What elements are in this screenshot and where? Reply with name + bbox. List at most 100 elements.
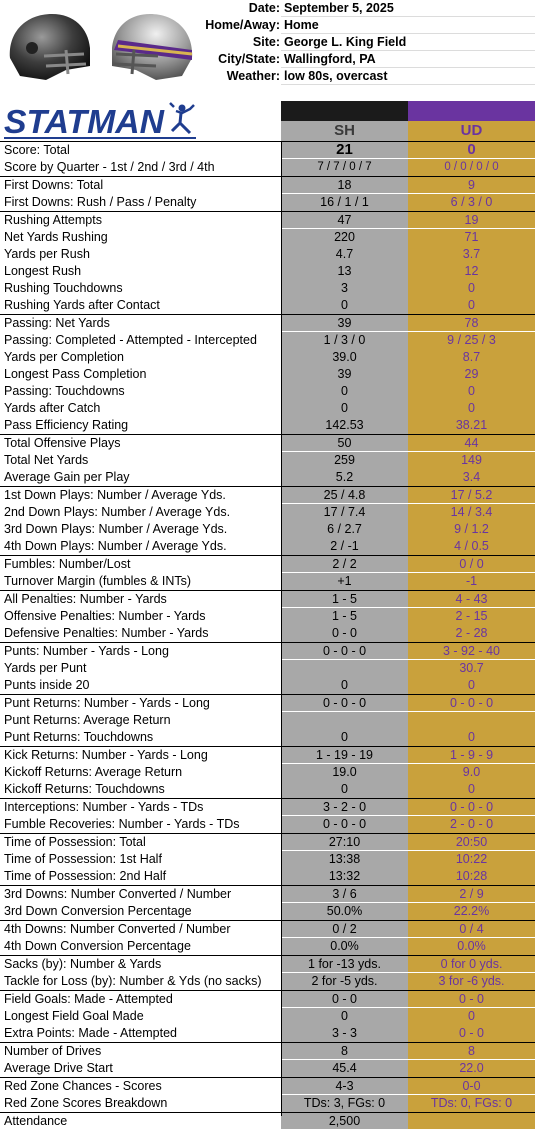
stat-value-sh: 5.2 <box>281 469 408 486</box>
stat-label: Kick Returns: Number - Yards - Long <box>4 748 208 762</box>
stat-value-sh: 259 <box>281 452 408 469</box>
stat-value-sh: 0 - 0 - 0 <box>281 816 408 833</box>
stat-value-ud: 3 - 92 - 40 <box>408 643 535 659</box>
info-value: Home <box>284 18 319 32</box>
stat-row: Average Drive Start 45.4 22.0 <box>0 1060 535 1077</box>
stat-label: Punt Returns: Number - Yards - Long <box>4 696 210 710</box>
stat-row: 4th Down Conversion Percentage 0.0% 0.0% <box>0 938 535 955</box>
stat-value-sh: 0 <box>281 729 408 746</box>
stat-row: Time of Possession: 1st Half 13:38 10:22 <box>0 851 535 868</box>
team-label-sh: SH <box>281 121 408 141</box>
stat-row: 3rd Downs: Number Converted / Number 3 / … <box>0 885 535 903</box>
stat-value-sh: 7 / 7 / 0 / 7 <box>281 159 408 176</box>
stat-row: Turnover Margin (fumbles & INTs) +1 -1 <box>0 573 535 590</box>
stat-label: Punt Returns: Average Return <box>4 713 171 727</box>
info-underline <box>281 67 535 68</box>
stat-row: Longest Pass Completion 39 29 <box>0 366 535 383</box>
stat-value-sh: 0 <box>281 781 408 798</box>
stat-value-ud: 0 - 0 - 0 <box>408 695 535 711</box>
stat-row: Defensive Penalties: Number - Yards 0 - 0… <box>0 625 535 642</box>
stat-label: 4th Downs: Number Converted / Number <box>4 922 231 936</box>
stat-value-sh: 8 <box>281 1043 408 1059</box>
team-header-sh: SH <box>281 101 408 141</box>
info-underline <box>281 33 535 34</box>
stat-row: Sacks (by): Number & Yards 1 for -13 yds.… <box>0 955 535 973</box>
stat-label: Kickoff Returns: Touchdowns <box>4 782 165 796</box>
stat-value-ud: 12 <box>408 263 535 280</box>
stat-value-sh: 0 <box>281 297 408 314</box>
stat-value-sh: 0 - 0 <box>281 991 408 1007</box>
stat-row: Attendance 2,500 <box>0 1112 535 1130</box>
stat-label: Red Zone Scores Breakdown <box>4 1096 168 1110</box>
stat-row: Average Gain per Play 5.2 3.4 <box>0 469 535 486</box>
stat-value-sh: 50.0% <box>281 903 408 920</box>
info-label: Home/Away: <box>205 18 280 32</box>
stat-value-ud: TDs: 0, FGs: 0 <box>408 1095 535 1112</box>
stat-value-ud: 4 / 0.5 <box>408 538 535 555</box>
stat-value-ud: 30.7 <box>408 660 535 677</box>
stat-value-ud: 17 / 5.2 <box>408 487 535 503</box>
stat-label: Fumble Recoveries: Number - Yards - TDs <box>4 817 240 831</box>
stat-label: 1st Down Plays: Number / Average Yds. <box>4 488 226 502</box>
stat-row: Offensive Penalties: Number - Yards 1 - 5… <box>0 608 535 625</box>
stat-label: Rushing Touchdowns <box>4 281 123 295</box>
stat-label: Kickoff Returns: Average Return <box>4 765 183 779</box>
stat-value-ud: 2 - 28 <box>408 625 535 642</box>
stat-label: Rushing Yards after Contact <box>4 298 160 312</box>
stat-value-ud: 0 <box>408 729 535 746</box>
stat-value-sh: 1 - 5 <box>281 608 408 625</box>
stat-value-ud: 29 <box>408 366 535 383</box>
stat-label: Sacks (by): Number & Yards <box>4 957 162 971</box>
info-underline <box>281 50 535 51</box>
stat-value-ud: 0 <box>408 400 535 417</box>
stat-value-sh: 0 <box>281 1008 408 1025</box>
stat-value-ud: 0 - 0 <box>408 1025 535 1042</box>
stat-value-sh: 13:38 <box>281 851 408 868</box>
stat-row: Punt Returns: Touchdowns 0 0 <box>0 729 535 746</box>
stat-value-ud: 8.7 <box>408 349 535 366</box>
stat-value-ud: 0 <box>408 677 535 694</box>
stat-value-sh: 25 / 4.8 <box>281 487 408 503</box>
stat-label: Punts inside 20 <box>4 678 90 692</box>
stat-label: Yards per Completion <box>4 350 124 364</box>
stat-label: Yards per Rush <box>4 247 90 261</box>
stat-value-sh: 2 / -1 <box>281 538 408 555</box>
stat-value-sh: 39.0 <box>281 349 408 366</box>
stat-label: Turnover Margin (fumbles & INTs) <box>4 574 192 588</box>
stat-row: 4th Down Plays: Number / Average Yds. 2 /… <box>0 538 535 555</box>
stat-label: Time of Possession: 2nd Half <box>4 869 167 883</box>
stat-value-sh <box>281 712 408 729</box>
stat-value-ud: 0 <box>408 1008 535 1025</box>
stat-value-sh: 50 <box>281 435 408 451</box>
stat-row: Number of Drives 8 8 <box>0 1042 535 1060</box>
stat-value-sh: 39 <box>281 366 408 383</box>
info-row: Date: September 5, 2025 <box>0 0 535 17</box>
stat-row: Time of Possession: Total 27:10 20:50 <box>0 833 535 851</box>
stat-row: Yards after Catch 0 0 <box>0 400 535 417</box>
stat-value-ud: 19 <box>408 212 535 228</box>
stat-value-ud: 0-0 <box>408 1078 535 1094</box>
stat-label: Fumbles: Number/Lost <box>4 557 131 571</box>
stat-value-ud: 3 for -6 yds. <box>408 973 535 990</box>
stat-label: Pass Efficiency Rating <box>4 418 129 432</box>
stat-value-ud: 0 - 0 <box>408 991 535 1007</box>
team-label-ud: UD <box>408 121 535 141</box>
stat-value-sh: 13:32 <box>281 868 408 885</box>
stat-value-sh: 0 / 2 <box>281 921 408 937</box>
stat-row: Pass Efficiency Rating 142.53 38.21 <box>0 417 535 434</box>
stat-row: Net Yards Rushing 220 71 <box>0 229 535 246</box>
stat-label: Average Gain per Play <box>4 470 130 484</box>
stat-value-sh: 0.0% <box>281 938 408 955</box>
stat-value-ud: 4 - 43 <box>408 591 535 607</box>
stat-row: Kickoff Returns: Average Return 19.0 9.0 <box>0 764 535 781</box>
stat-label: Average Drive Start <box>4 1061 113 1075</box>
stat-label: Extra Points: Made - Attempted <box>4 1026 177 1040</box>
info-value: September 5, 2025 <box>284 1 394 15</box>
stat-value-ud: 8 <box>408 1043 535 1059</box>
stat-label: First Downs: Rush / Pass / Penalty <box>4 195 197 209</box>
stat-value-sh: 0 - 0 - 0 <box>281 695 408 711</box>
